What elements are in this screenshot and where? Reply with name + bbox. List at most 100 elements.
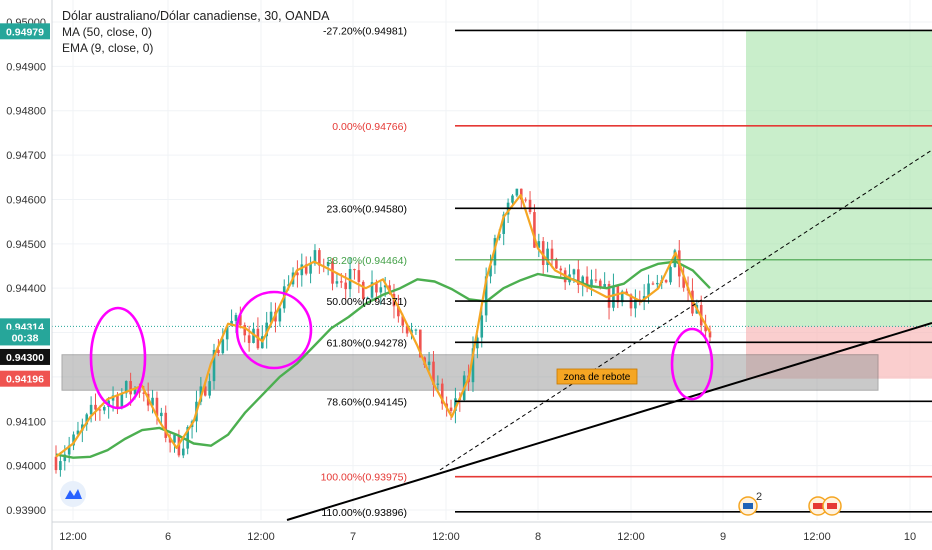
candle-body bbox=[186, 427, 189, 449]
annotation-circle[interactable] bbox=[670, 327, 714, 401]
candle-body bbox=[471, 348, 475, 383]
candle-body bbox=[612, 285, 615, 308]
candle-body bbox=[164, 412, 168, 438]
candle-body bbox=[546, 248, 549, 266]
y-tick-label: 0.94000 bbox=[6, 461, 46, 473]
price-tag-label: 0.94196 bbox=[6, 374, 44, 386]
candle-body bbox=[489, 265, 492, 277]
candle-body bbox=[353, 269, 356, 271]
candle-body bbox=[383, 285, 387, 288]
x-tick-label: 12:00 bbox=[59, 531, 87, 543]
candle-body bbox=[313, 250, 317, 264]
trend-line[interactable] bbox=[286, 322, 932, 521]
candle-body bbox=[454, 398, 457, 411]
event-flag-icon bbox=[813, 503, 823, 509]
annotation-circle[interactable] bbox=[235, 290, 313, 370]
candle-body bbox=[155, 397, 159, 417]
candle-body bbox=[572, 269, 576, 275]
x-tick-label: 12:00 bbox=[247, 531, 275, 543]
candle-body bbox=[221, 339, 225, 354]
event-count: 2 bbox=[756, 491, 762, 503]
candle-body bbox=[239, 315, 242, 326]
zone-label-box bbox=[556, 368, 638, 385]
candle-body bbox=[449, 407, 453, 411]
x-tick-label: 12:00 bbox=[432, 531, 460, 543]
candle-body bbox=[98, 409, 102, 411]
candle-body bbox=[72, 434, 75, 446]
candle-body bbox=[664, 280, 668, 283]
candle-body bbox=[651, 283, 655, 285]
candle-body bbox=[432, 361, 435, 385]
candle-body bbox=[555, 259, 558, 269]
drawings[interactable]: zona de rebote bbox=[89, 149, 932, 521]
fib-level-label: 0.00%(0.94766) bbox=[332, 121, 407, 133]
candle-body bbox=[673, 250, 677, 268]
candle-body bbox=[309, 263, 312, 274]
fibonacci-retracement[interactable]: -27.20%(0.94981) 0.00%(0.94766) 23.60%(0.9… bbox=[321, 25, 932, 519]
candle-body bbox=[76, 430, 80, 435]
x-tick-label: 8 bbox=[535, 531, 541, 543]
candle-body bbox=[243, 325, 247, 336]
candle-body bbox=[203, 386, 207, 396]
x-tick-label: 12:00 bbox=[803, 531, 831, 543]
chart-logo-icon bbox=[65, 489, 82, 499]
fib-level-label: 100.00%(0.93975) bbox=[321, 472, 407, 484]
candle-body bbox=[168, 437, 172, 443]
candle-body bbox=[682, 276, 685, 288]
candle-body bbox=[379, 287, 383, 293]
x-tick-label: 12:00 bbox=[617, 531, 645, 543]
candle-body bbox=[304, 264, 308, 274]
candle-body bbox=[142, 392, 146, 394]
annotation-circle[interactable] bbox=[89, 306, 147, 410]
candle-body bbox=[212, 349, 216, 382]
price-tag-label: 0.94300 bbox=[6, 352, 44, 364]
candle-body bbox=[225, 326, 229, 340]
candle-body bbox=[594, 279, 598, 281]
candle-body bbox=[344, 282, 347, 290]
fib-level-label: 78.60%(0.94145) bbox=[326, 396, 407, 408]
candle-body bbox=[603, 284, 606, 288]
fib-level-label: 23.60%(0.94580) bbox=[326, 203, 407, 215]
price-tag[interactable] bbox=[0, 23, 50, 40]
candle-body bbox=[414, 329, 418, 331]
candle-body bbox=[634, 299, 637, 309]
event-flag-icon bbox=[743, 503, 753, 509]
candle-body bbox=[59, 461, 62, 471]
x-tick-label: 7 bbox=[350, 531, 356, 543]
candle-body bbox=[89, 404, 93, 415]
y-tick-label: 0.94100 bbox=[6, 416, 46, 428]
candle-body bbox=[208, 381, 211, 396]
candle-body bbox=[173, 434, 176, 443]
candle-body bbox=[133, 388, 137, 395]
price-tag-label: 00:38 bbox=[12, 332, 39, 344]
candle-body bbox=[515, 188, 519, 196]
candle-body bbox=[361, 281, 365, 300]
candle-body bbox=[598, 280, 602, 288]
candle-body bbox=[708, 331, 712, 338]
ema-legend[interactable]: EMA (9, close, 0) bbox=[62, 41, 154, 55]
candle-body bbox=[120, 393, 124, 408]
candle-body bbox=[537, 241, 541, 248]
price-tag[interactable] bbox=[0, 329, 50, 346]
indicators bbox=[55, 193, 711, 459]
y-tick-label: 0.94800 bbox=[6, 106, 46, 118]
price-tag[interactable] bbox=[0, 348, 50, 365]
candle-body bbox=[247, 335, 251, 343]
y-tick-label: 0.94900 bbox=[6, 61, 46, 73]
candle-body bbox=[375, 282, 378, 293]
candle-body bbox=[252, 328, 255, 343]
candle-body bbox=[340, 281, 343, 283]
fib-level-label: 61.80%(0.94278) bbox=[326, 337, 407, 349]
ma-legend[interactable]: MA (50, close, 0) bbox=[62, 25, 153, 39]
candle-body bbox=[484, 276, 488, 316]
symbol-title[interactable]: Dólar australiano/Dólar canadiense, 30, … bbox=[62, 9, 330, 23]
candle-body bbox=[647, 283, 650, 297]
price-tag[interactable] bbox=[0, 370, 50, 387]
candle-body bbox=[480, 315, 484, 338]
candle-body bbox=[85, 414, 89, 425]
candle-body bbox=[620, 291, 624, 303]
candle-body bbox=[94, 404, 97, 410]
candle-body bbox=[217, 349, 220, 354]
